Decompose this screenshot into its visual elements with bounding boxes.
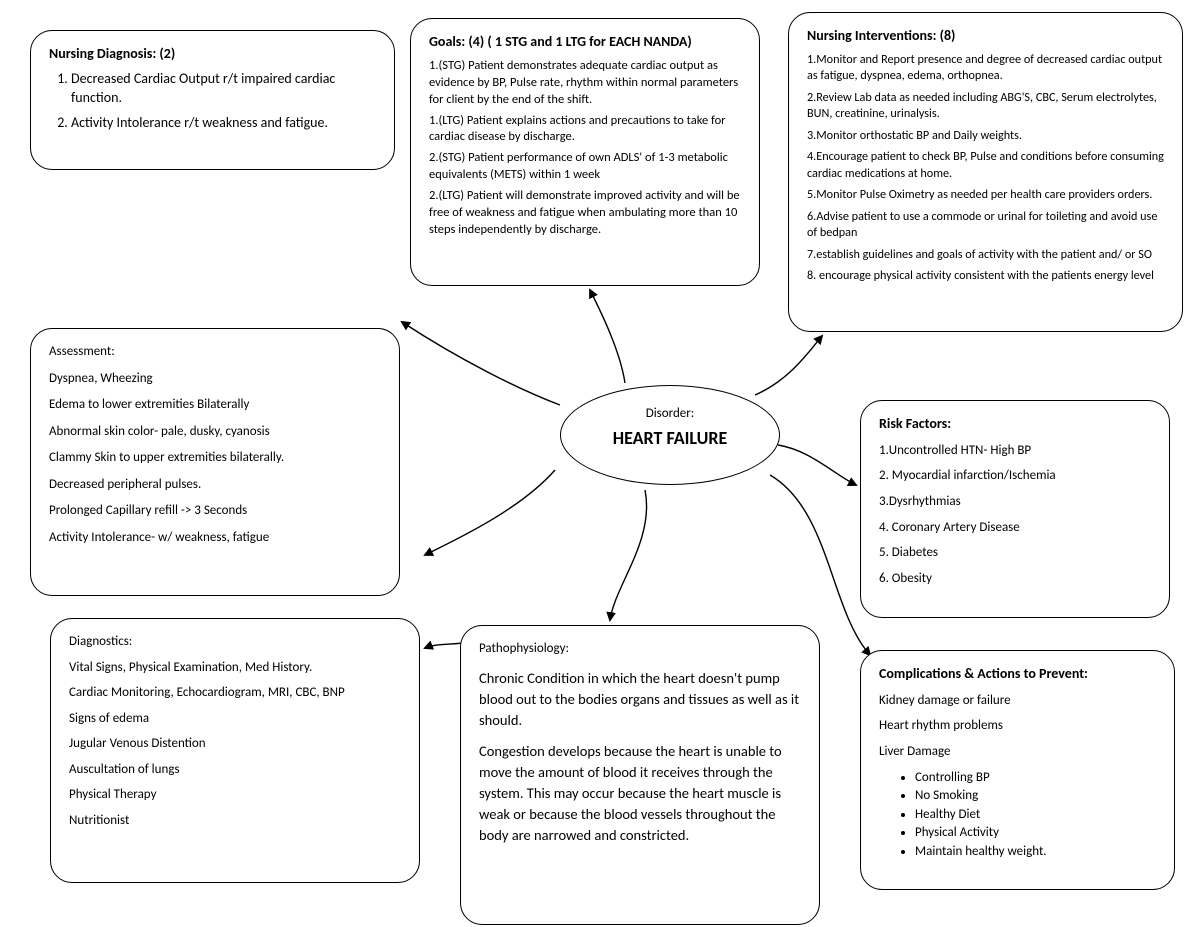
assessment-item: Abnormal skin color- pale, dusky, cyanos… [49, 423, 381, 441]
complications-bullet: No Smoking [915, 787, 1156, 805]
risk-factor-item: 2. Myocardial infarction/Ischemia [879, 467, 1151, 485]
box-goals: Goals: (4) ( 1 STG and 1 LTG for EACH NA… [410, 18, 760, 286]
nursing-diagnosis-title: Nursing Diagnosis: (2) [49, 45, 376, 64]
interventions-item: 4.Encourage patient to check BP, Pulse a… [807, 149, 1164, 182]
complications-bullet: Controlling BP [915, 769, 1156, 787]
goals-item: 1.(LTG) Patient explains actions and pre… [429, 113, 741, 147]
diagnostics-item: Auscultation of lungs [69, 761, 401, 779]
interventions-item: 1.Monitor and Report presence and degree… [807, 52, 1164, 85]
box-complications: Complications & Actions to Prevent: Kidn… [860, 650, 1175, 890]
box-assessment: Assessment: Dyspnea, Wheezing Edema to l… [30, 328, 400, 596]
complications-item: Liver Damage [879, 743, 1156, 761]
diagnostics-item: Physical Therapy [69, 786, 401, 804]
center-label: Disorder: [561, 406, 779, 421]
box-nursing-diagnosis: Nursing Diagnosis: (2) Decreased Cardiac… [30, 30, 395, 170]
goals-item: 1.(STG) Patient demonstrates adequate ca… [429, 58, 741, 109]
center-name: HEART FAILURE [561, 427, 779, 449]
interventions-item: 6.Advise patient to use a commode or uri… [807, 209, 1164, 242]
risk-factors-title: Risk Factors: [879, 415, 1151, 434]
interventions-item: 3.Monitor orthostatic BP and Daily weigh… [807, 128, 1164, 144]
diagnostics-title: Diagnostics: [69, 633, 401, 651]
complications-item: Heart rhythm problems [879, 717, 1156, 735]
nursing-diagnosis-item: Activity Intolerance r/t weakness and fa… [71, 114, 376, 133]
box-pathophysiology: Pathophysiology: Chronic Condition in wh… [460, 625, 820, 925]
goals-item: 2.(STG) Patient performance of own ADLS'… [429, 150, 741, 184]
complications-title: Complications & Actions to Prevent: [879, 665, 1156, 684]
interventions-item: 8. encourage physical activity consisten… [807, 268, 1164, 284]
assessment-item: Dyspnea, Wheezing [49, 370, 381, 388]
assessment-item: Edema to lower extremities Bilaterally [49, 396, 381, 414]
diagnostics-item: Cardiac Monitoring, Echocardiogram, MRI,… [69, 684, 401, 702]
risk-factor-item: 3.Dysrhythmias [879, 493, 1151, 511]
interventions-item: 2.Review Lab data as needed including AB… [807, 90, 1164, 123]
risk-factor-item: 1.Uncontrolled HTN- High BP [879, 442, 1151, 460]
interventions-title: Nursing Interventions: (8) [807, 27, 1164, 46]
box-risk-factors: Risk Factors: 1.Uncontrolled HTN- High B… [860, 400, 1170, 618]
diagnostics-item: Nutritionist [69, 812, 401, 830]
interventions-item: 7.establish guidelines and goals of acti… [807, 247, 1164, 263]
assessment-item: Clammy Skin to upper extremities bilater… [49, 449, 381, 467]
risk-factor-item: 5. Diabetes [879, 544, 1151, 562]
goals-item: 2.(LTG) Patient will demonstrate improve… [429, 188, 741, 239]
pathophysiology-para: Congestion develops because the heart is… [479, 741, 801, 846]
complications-item: Kidney damage or failure [879, 692, 1156, 710]
assessment-item: Prolonged Capillary refill -> 3 Seconds [49, 502, 381, 520]
box-diagnostics: Diagnostics: Vital Signs, Physical Exami… [50, 618, 420, 883]
risk-factor-item: 6. Obesity [879, 570, 1151, 588]
center-disorder: Disorder: HEART FAILURE [560, 385, 780, 485]
pathophysiology-para: Chronic Condition in which the heart doe… [479, 668, 801, 731]
interventions-item: 5.Monitor Pulse Oximetry as needed per h… [807, 187, 1164, 203]
pathophysiology-title: Pathophysiology: [479, 640, 801, 658]
nursing-diagnosis-item: Decreased Cardiac Output r/t impaired ca… [71, 70, 376, 108]
box-interventions: Nursing Interventions: (8) 1.Monitor and… [788, 12, 1183, 332]
complications-bullet: Maintain healthy weight. [915, 843, 1156, 861]
risk-factor-item: 4. Coronary Artery Disease [879, 519, 1151, 537]
diagnostics-item: Signs of edema [69, 710, 401, 728]
diagnostics-item: Jugular Venous Distention [69, 735, 401, 753]
assessment-item: Decreased peripheral pulses. [49, 476, 381, 494]
complications-bullet: Healthy Diet [915, 806, 1156, 824]
complications-bullet: Physical Activity [915, 824, 1156, 842]
concept-map-canvas: Disorder: HEART FAILURE Nursing Diagnosi… [0, 0, 1200, 927]
assessment-item: Activity Intolerance- w/ weakness, fatig… [49, 529, 381, 547]
assessment-title: Assessment: [49, 343, 381, 361]
goals-title: Goals: (4) ( 1 STG and 1 LTG for EACH NA… [429, 33, 741, 52]
diagnostics-item: Vital Signs, Physical Examination, Med H… [69, 659, 401, 677]
